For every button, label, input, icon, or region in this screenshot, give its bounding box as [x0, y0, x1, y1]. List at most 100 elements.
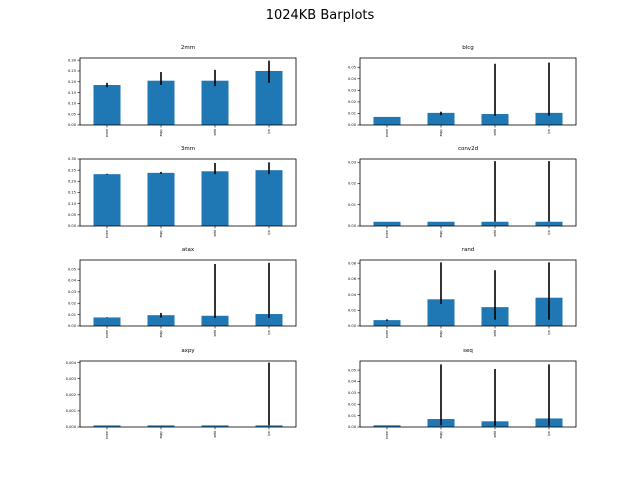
y-tick-label: 0.05 [68, 267, 76, 271]
y-tick-label: 0.30 [68, 58, 77, 62]
x-tick-label: none [105, 129, 109, 137]
x-tick-label: seid [493, 431, 497, 438]
bar-aspy [427, 221, 455, 226]
y-tick-label: 0.05 [348, 368, 356, 372]
y-tick-label: 0.30 [68, 157, 77, 161]
subplot-2mm: 2mm none aspy seid lyn 0.00 0.05 0.10 0.15 0.20 0.… [68, 45, 297, 137]
x-tick-label: lyn [267, 330, 271, 335]
bar-lyn [255, 425, 283, 427]
y-tick-label: 0.004 [66, 361, 77, 365]
subplot-axpy: axpy none aspy seid lyn 0.000 0.001 0.002 0.003 0… [66, 348, 297, 439]
axes-frame [79, 259, 297, 327]
bar-aspy [427, 112, 455, 125]
y-tick-label: 0.03 [68, 290, 76, 294]
x-tick-label: aspy [159, 431, 163, 439]
subplot-conv2d: conv2d none aspy seid lyn 0.00 0.01 0.02 0.03 [348, 146, 577, 238]
subplot-3mm: 3mm none aspy seid lyn 0.00 0.05 0.10 0.15 0.20 0.… [68, 146, 297, 238]
y-tick-label: 0.15 [68, 91, 76, 95]
x-tick-label: seid [493, 330, 497, 337]
bar-aspy [147, 315, 175, 326]
x-tick-label: aspy [439, 330, 443, 338]
y-tick-label: 0.10 [68, 202, 77, 206]
subplot-title: 3mm [181, 146, 195, 152]
y-tick-label: 0.00 [348, 123, 357, 127]
y-tick-label: 0.02 [348, 100, 356, 104]
bar-none [93, 425, 121, 427]
bar-seid [481, 221, 509, 226]
x-tick-label: lyn [547, 230, 551, 235]
subplot-title: 2mm [181, 45, 195, 51]
y-tick-label: 0.002 [66, 393, 76, 397]
x-tick-label: aspy [159, 129, 163, 137]
subplot-title: conv2d [458, 146, 478, 152]
x-tick-label: aspy [159, 330, 163, 338]
y-tick-label: 0.05 [68, 213, 76, 217]
x-tick-label: lyn [267, 129, 271, 134]
axes-frame [79, 158, 297, 227]
subplot-atax: atax none aspy seid lyn 0.00 0.01 0.02 0.03 0.04 0… [68, 247, 297, 338]
y-tick-label: 0.00 [348, 224, 357, 228]
x-tick-label: none [105, 330, 109, 338]
axes-frame [359, 158, 577, 227]
subplot-title: atax [182, 247, 195, 253]
y-tick-label: 0.03 [348, 391, 356, 395]
y-tick-label: 0.00 [348, 425, 357, 429]
bar-none [93, 85, 121, 125]
y-tick-label: 0.04 [348, 77, 357, 81]
y-tick-label: 0.00 [68, 324, 77, 328]
y-tick-label: 0.02 [348, 402, 356, 406]
x-tick-label: aspy [439, 431, 443, 439]
y-tick-label: 0.25 [68, 69, 76, 73]
y-tick-label: 0.06 [348, 277, 357, 281]
x-tick-label: seid [213, 330, 217, 337]
x-tick-label: lyn [267, 431, 271, 436]
y-tick-label: 0.25 [68, 168, 76, 172]
x-tick-label: none [385, 330, 389, 338]
axes-frame [359, 360, 577, 428]
bar-none [373, 425, 401, 427]
y-tick-label: 0.05 [68, 112, 76, 116]
y-tick-label: 0.15 [68, 191, 76, 195]
bar-aspy [147, 425, 175, 427]
bar-none [93, 174, 121, 226]
y-tick-label: 0.08 [348, 261, 357, 265]
bar-aspy [147, 172, 175, 226]
y-tick-label: 0.01 [348, 203, 356, 207]
x-tick-label: none [105, 431, 109, 439]
y-tick-label: 0.003 [66, 377, 76, 381]
x-tick-label: none [385, 230, 389, 238]
bar-seid [201, 315, 229, 326]
x-tick-label: seid [213, 431, 217, 438]
x-tick-label: none [385, 431, 389, 439]
x-tick-label: lyn [267, 230, 271, 235]
y-tick-label: 0.04 [348, 380, 357, 384]
subplot-title: blcg [462, 45, 474, 51]
y-tick-label: 0.02 [348, 308, 356, 312]
y-tick-label: 0.20 [68, 80, 77, 84]
bar-seid [201, 171, 229, 226]
subplot-title: axpy [181, 348, 195, 354]
y-tick-label: 0.001 [66, 409, 76, 413]
x-tick-label: aspy [439, 129, 443, 137]
subplot-blcg: blcg none aspy seid lyn 0.00 0.01 0.02 0.03 0.04 0… [348, 45, 577, 137]
axes-frame [359, 57, 577, 126]
figure-title: 1024KB Barplots [265, 8, 375, 23]
bar-seid [481, 114, 509, 125]
y-tick-label: 0.01 [348, 414, 356, 418]
x-tick-label: lyn [547, 330, 551, 335]
bar-lyn [535, 221, 563, 226]
subplot-rand: rand none aspy seid lyn 0.00 0.02 0.04 0.06 0.08 [348, 247, 577, 338]
x-tick-label: seid [213, 230, 217, 237]
x-tick-label: lyn [547, 431, 551, 436]
y-tick-label: 0.000 [66, 425, 77, 429]
x-tick-label: aspy [439, 230, 443, 238]
bar-lyn [535, 112, 563, 125]
y-tick-label: 0.01 [68, 313, 76, 317]
subplot-title: rand [462, 247, 475, 253]
y-tick-label: 0.01 [348, 112, 356, 116]
y-tick-label: 0.00 [68, 123, 77, 127]
y-tick-label: 0.00 [68, 224, 77, 228]
y-tick-label: 0.00 [348, 324, 357, 328]
axes-frame [79, 360, 297, 428]
